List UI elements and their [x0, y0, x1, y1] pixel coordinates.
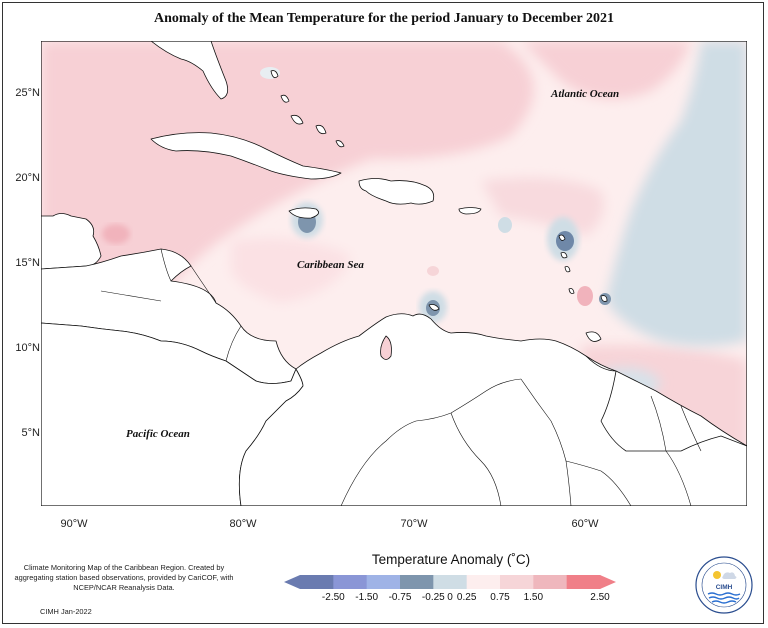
- legend-swatch: [433, 575, 468, 589]
- legend-swatch: [300, 575, 334, 589]
- legend-tick-label: -0.75: [388, 592, 412, 603]
- lon-label-60: 60°W: [571, 518, 599, 530]
- date-text: CIMH Jan-2022: [40, 607, 92, 616]
- legend-swatch: [533, 575, 568, 589]
- caribbean-sea-label: Caribbean Sea: [297, 259, 364, 271]
- lat-label-10: 10°N: [15, 342, 40, 354]
- credit-text: Climate Monitoring Map of the Caribbean …: [14, 563, 234, 592]
- legend-tick-label: 0.25: [456, 592, 477, 603]
- cimh-logo: CIMH: [695, 556, 753, 614]
- land-masses: [41, 41, 747, 506]
- lon-label-90: 90°W: [60, 518, 88, 530]
- cloud-icon: [722, 572, 737, 579]
- legend-swatch: [500, 575, 534, 589]
- atlantic-ocean-label: Atlantic Ocean: [551, 88, 620, 100]
- legend-tick-label: 2.50: [590, 592, 610, 603]
- country-borders: [100, 248, 702, 506]
- legend-tick-label: 1.50: [523, 592, 544, 603]
- legend-tick-label: 0: [447, 592, 453, 603]
- svg-text:CIMH: CIMH: [716, 584, 733, 591]
- legend-tick-label: -1.50: [355, 592, 379, 603]
- lat-label-20: 20°N: [15, 172, 40, 184]
- lon-label-80: 80°W: [229, 518, 257, 530]
- legend-tick-label: 0.75: [490, 592, 510, 603]
- legend-arrow-right: [600, 575, 616, 589]
- pacific-ocean-label: Pacific Ocean: [126, 428, 190, 440]
- lat-label-25: 25°N: [15, 87, 40, 99]
- lat-label-5: 5°N: [21, 427, 40, 439]
- waves-icon: [707, 592, 741, 596]
- legend-colorbar: [284, 575, 616, 589]
- map-title: Anomaly of the Mean Temperature for the …: [154, 11, 614, 26]
- legend-swatch: [566, 575, 601, 589]
- legend-tick-label: -2.50: [321, 592, 345, 603]
- legend-tick-label: -0.25: [421, 592, 445, 603]
- lat-label-15: 15°N: [15, 257, 40, 269]
- legend-arrow-left: [284, 575, 300, 589]
- legend-swatch: [333, 575, 368, 589]
- anomaly-map: [41, 41, 747, 506]
- sun-icon: [713, 571, 721, 579]
- legend-title: Temperature Anomaly (˚C): [371, 552, 531, 567]
- warm-spots: [102, 224, 593, 306]
- legend-swatch: [466, 575, 501, 589]
- legend-swatch: [400, 575, 434, 589]
- lon-label-70: 70°W: [400, 518, 428, 530]
- legend-swatch: [366, 575, 401, 589]
